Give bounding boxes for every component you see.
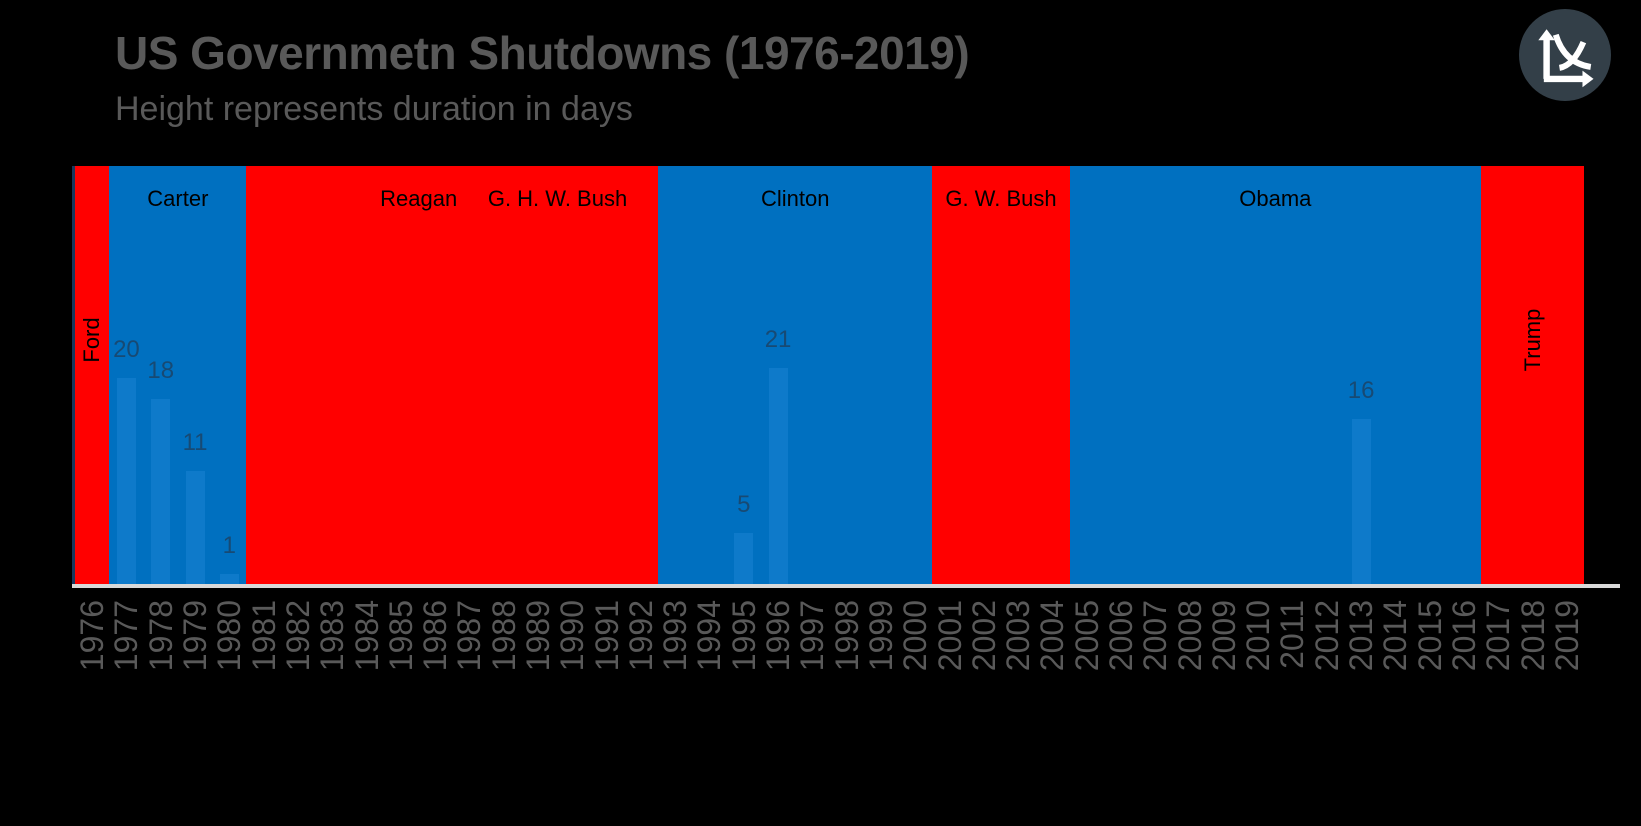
president-label: Clinton [760, 186, 830, 211]
year-tick-label: 2018 [1514, 600, 1551, 672]
x-axis-line [72, 584, 1620, 588]
shutdown-bar-1978 [151, 398, 171, 584]
president-label: Carter [147, 186, 209, 211]
year-tick-label: 2017 [1480, 600, 1517, 672]
year-tick-label: 1989 [519, 600, 556, 672]
president-label: G. H. W. Bush [487, 186, 628, 211]
year-tick-label: 2011 [1274, 600, 1311, 669]
bar-value-label: 21 [764, 325, 792, 353]
year-tick-label: 2016 [1445, 600, 1482, 672]
year-tick-label: 1977 [108, 600, 145, 672]
year-tick-label: 2003 [1000, 600, 1037, 672]
year-tick-label: 1987 [451, 600, 488, 672]
year-tick-label: 2002 [965, 600, 1002, 672]
year-tick-label: 1983 [314, 600, 351, 672]
bar-value-label: 11 [182, 428, 208, 456]
year-tick-label: 2010 [1240, 600, 1277, 672]
year-tick-label: 2000 [897, 600, 934, 672]
year-tick-label: 2006 [1103, 600, 1139, 672]
year-tick-label: 1992 [622, 600, 659, 672]
year-tick-label: 1981 [245, 600, 282, 672]
president-band-ford: Ford [75, 166, 110, 584]
year-tick-label: 1990 [554, 600, 591, 672]
president-band-reagan: Reagan [246, 166, 521, 584]
year-tick-label: 1996 [760, 600, 797, 672]
shutdown-bar-1979 [185, 470, 205, 584]
year-tick-label: 1993 [657, 600, 694, 672]
bar-value-label: 16 [1347, 377, 1375, 405]
year-tick-label: 1980 [211, 600, 248, 672]
chart-header: US Governmetn Shutdowns (1976-2019) Heig… [115, 26, 970, 129]
year-tick-label: 1991 [588, 600, 625, 672]
bar-value-label: 18 [147, 356, 175, 384]
president-label: Obama [1239, 186, 1312, 211]
year-tick-label: 1985 [382, 600, 419, 672]
bar-value-label: 1 [222, 531, 236, 559]
year-tick-label: 1994 [691, 600, 728, 672]
shutdown-bar-1980 [219, 573, 239, 584]
year-tick-label: 2019 [1548, 600, 1585, 672]
year-tick-label: 1982 [279, 600, 316, 672]
president-label: G. W. Bush [945, 186, 1057, 211]
chart-logo-badge [1519, 9, 1611, 101]
year-tick-label: 1999 [862, 600, 899, 672]
year-tick-label: 1979 [177, 600, 214, 672]
shutdown-bar-1995 [734, 532, 754, 584]
shutdown-bar-1996 [768, 367, 788, 584]
bar-value-label: 20 [113, 336, 140, 363]
year-tick-label: 2015 [1411, 600, 1448, 672]
year-tick-label: 1995 [725, 600, 762, 672]
year-tick-label: 1986 [417, 600, 454, 672]
chart-subtitle: Height represents duration in days [115, 90, 633, 128]
chart-title: US Governmetn Shutdowns (1976-2019) [115, 27, 970, 79]
president-label: Reagan [380, 186, 458, 211]
year-tick-label: 1976 [74, 600, 111, 672]
year-tick-label: 1997 [794, 600, 831, 672]
year-tick-label: 1988 [485, 600, 522, 672]
year-tick-label: 2009 [1205, 600, 1242, 672]
year-tick-label: 2013 [1343, 600, 1380, 672]
president-band-clinton: Clinton [658, 166, 933, 584]
president-band-obama: Obama [1069, 166, 1482, 584]
bar-value-label: 5 [737, 490, 751, 518]
shutdown-bar-2013 [1351, 419, 1371, 584]
year-tick-label: 2005 [1068, 600, 1105, 672]
year-tick-label: 1984 [348, 600, 385, 672]
year-tick-label: 2007 [1137, 600, 1174, 672]
president-label: Trump [1519, 308, 1545, 372]
plot-left-edge [72, 166, 75, 584]
chart-curves-icon [1519, 9, 1611, 101]
president-band-g-h-w-bush: G. H. W. Bush [488, 166, 658, 584]
year-tick-label: 1978 [142, 600, 179, 672]
year-tick-label: 2012 [1308, 600, 1345, 672]
year-tick-label: 2014 [1377, 600, 1414, 672]
shutdown-bar-1977 [116, 378, 136, 584]
president-band-g-w-bush: G. W. Bush [932, 166, 1070, 584]
president-band-trump: Trump [1481, 166, 1584, 584]
year-tick-label: 2004 [1034, 600, 1071, 672]
year-tick-label: 2001 [931, 600, 968, 672]
year-tick-label: 1998 [828, 600, 865, 672]
year-tick-label: 2008 [1171, 600, 1208, 672]
